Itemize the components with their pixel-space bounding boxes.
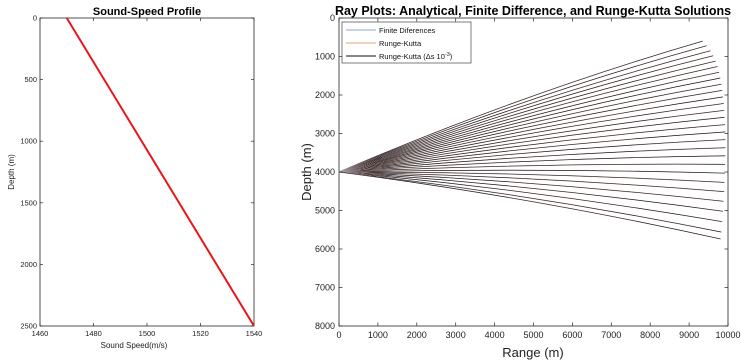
left-y-ticks: 0 500 1000 1500 2000 2500 (20, 14, 254, 331)
right-y-tick-label: 3000 (315, 129, 335, 139)
right-x-ticks: 0 1000 2000 3000 4000 5000 6000 7000 8000 9000 100… (336, 18, 741, 340)
right-y-tick-label: 7000 (315, 283, 335, 293)
ray-runge-kutta-fine (338, 163, 725, 173)
ray-finite-differences (338, 171, 721, 240)
right-x-tick-label: 1000 (368, 330, 388, 340)
right-x-tick-label: 7000 (601, 330, 621, 340)
legend-label-runge-kutta-fine-exp: -3 (445, 52, 450, 58)
ray-runge-kutta-fine (338, 171, 723, 212)
ray-runge-kutta-fine (338, 171, 725, 183)
right-y-tick-label: 4000 (315, 167, 335, 177)
legend-label-runge-kutta-fine-delta: Δ (426, 52, 431, 61)
ray-runge-kutta-fine (338, 131, 726, 173)
ray-runge-kutta-fine (338, 117, 725, 173)
ray-runge-kutta-fine (338, 169, 725, 174)
legend-label-runge-kutta: Runge-Kutta (379, 39, 422, 48)
ray-runge-kutta-fine (338, 103, 724, 173)
sound-speed-line (65, 17, 255, 327)
ray-runge-kutta-fine (338, 45, 707, 173)
left-y-axis-label: Depth (m) (7, 154, 16, 190)
right-x-tick-label: 0 (336, 330, 341, 340)
legend-label-finite-differences: Finite Diferences (379, 26, 436, 35)
left-x-tick-label: 1520 (192, 329, 209, 338)
legend-label-runge-kutta-fine-mid: s 10 (431, 52, 445, 61)
right-x-tick-label: 2000 (407, 330, 427, 340)
left-x-tick-label: 1540 (246, 329, 263, 338)
left-y-tick-label: 1500 (20, 198, 37, 207)
left-x-tick-label: 1480 (85, 329, 102, 338)
ray-runge-kutta-fine (338, 66, 718, 173)
ray-runge-kutta-fine (338, 171, 723, 222)
ray-runge-kutta-fine (338, 171, 724, 202)
right-x-tick-label: 5000 (523, 330, 543, 340)
legend-label-runge-kutta-fine-main: Runge-Kutta ( (379, 52, 426, 61)
right-chart-title: Ray Plots: Analytical, Finite Difference… (335, 4, 731, 18)
right-y-tick-label: 5000 (315, 206, 335, 216)
left-y-tick-label: 0 (33, 14, 37, 23)
ray-finite-differences (338, 77, 721, 173)
ray-runge-kutta-fine (338, 50, 711, 173)
ray-runge-kutta-fine (338, 171, 721, 240)
ray-runge-kutta-fine (338, 72, 720, 173)
left-x-tick-label: 1460 (32, 329, 49, 338)
left-x-tick-label: 1500 (139, 329, 156, 338)
legend-label-runge-kutta-fine-end: ) (450, 52, 453, 61)
right-x-axis-label: Range (m) (502, 345, 563, 360)
ray-runge-kutta-fine (338, 147, 726, 173)
ray-runge-kutta-fine (338, 96, 723, 173)
ray-runge-kutta-fine (338, 171, 725, 192)
ray-runge-kutta-fine (338, 40, 703, 173)
ray-plot-chart: Ray Plots: Analytical, Finite Difference… (299, 4, 741, 360)
ray-runge-kutta-fine (338, 60, 716, 173)
right-x-tick-label: 9000 (679, 330, 699, 340)
sound-speed-profile-chart: Sound-Speed Profile 1460 1480 1500 1520 1540… (7, 6, 262, 350)
right-x-tick-label: 10000 (715, 330, 740, 340)
left-y-tick-label: 500 (24, 75, 37, 84)
ray-runge-kutta-fine (338, 139, 726, 173)
ray-runge-kutta-fine (338, 124, 725, 173)
ray-runge-kutta (338, 171, 721, 240)
ray-runge-kutta (338, 171, 722, 233)
left-y-tick-label: 2500 (20, 322, 37, 331)
left-chart-title: Sound-Speed Profile (93, 6, 201, 18)
left-plot-frame (39, 17, 255, 327)
right-x-tick-label: 8000 (640, 330, 660, 340)
right-x-tick-label: 3000 (446, 330, 466, 340)
left-y-tick-label: 2000 (20, 260, 37, 269)
ray-paths (338, 40, 726, 240)
ray-runge-kutta (338, 77, 721, 173)
right-y-ticks: 0 1000 2000 3000 4000 5000 6000 7000 8000 (315, 13, 728, 331)
right-y-tick-label: 1000 (315, 52, 335, 62)
left-x-axis-label: Sound Speed(m/s) (101, 341, 168, 350)
right-y-tick-label: 2000 (315, 90, 335, 100)
legend-label-runge-kutta-fine: Runge-Kutta (Δs 10-3) (379, 52, 453, 61)
right-y-tick-label: 0 (330, 13, 335, 23)
ray-runge-kutta-fine (338, 77, 721, 173)
ray-runge-kutta-fine (338, 55, 714, 173)
right-y-axis-label: Depth (m) (299, 143, 314, 201)
right-x-tick-label: 6000 (562, 330, 582, 340)
right-y-tick-label: 6000 (315, 244, 335, 254)
ray-runge-kutta-fine (338, 110, 725, 173)
right-y-tick-label: 8000 (315, 321, 335, 331)
ray-runge-kutta-fine (338, 90, 723, 173)
ray-finite-differences (338, 171, 722, 233)
legend: Finite Diferences Runge-Kutta Runge-Kutt… (341, 21, 472, 64)
ray-runge-kutta-fine (338, 155, 726, 173)
left-series (65, 17, 255, 327)
ray-runge-kutta-fine (338, 171, 722, 233)
left-x-ticks: 1460 1480 1500 1520 1540 (32, 18, 263, 338)
right-x-tick-label: 4000 (485, 330, 505, 340)
left-y-tick-label: 1000 (20, 137, 37, 146)
ray-runge-kutta-fine (338, 83, 722, 173)
